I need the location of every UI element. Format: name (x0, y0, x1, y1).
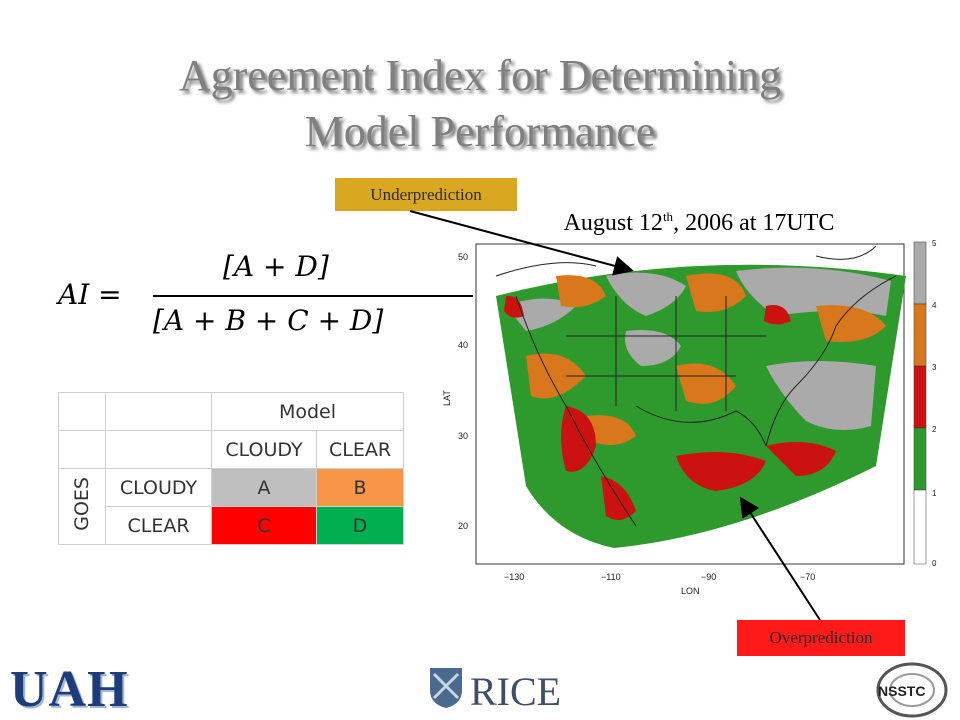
x-tick: −90 (701, 572, 716, 582)
x-tick: −70 (800, 572, 815, 582)
rice-logo: RICE (470, 669, 562, 714)
cell-b: B (316, 468, 404, 507)
formula-denominator: [A + B + C + D] (153, 304, 384, 337)
gray-region (506, 298, 576, 331)
cell-a: A (211, 468, 317, 507)
red-region (601, 476, 636, 520)
orange-region (676, 363, 736, 404)
table-row: Model (58, 392, 404, 431)
y-tick: 20 (458, 521, 468, 531)
x-tick: −130 (504, 572, 524, 582)
goes-clear-header: CLEAR (105, 506, 212, 545)
colorbar-tick: 5 (932, 239, 937, 248)
agreement-index-map: 50 40 30 20 LAT −130 −110 −90 −70 LON 5 … (442, 239, 937, 596)
colorbar-tick: 4 (932, 301, 937, 310)
colorbar-tick: 0 (932, 559, 937, 568)
goes-header: GOES (58, 468, 106, 545)
date-main: August 12 (563, 210, 663, 236)
y-tick: 50 (458, 252, 468, 262)
title-line-1: Agreement Index for Determining (178, 51, 782, 100)
overprediction-label: Overprediction (737, 620, 905, 656)
model-clear-header: CLEAR (316, 430, 404, 469)
colorbar-tick: 3 (932, 363, 937, 372)
x-ticks: −130 −110 −90 −70 (504, 572, 815, 582)
gray-region (606, 272, 686, 316)
table-row: CLOUDY CLEAR (58, 430, 404, 469)
nsstc-text: NSSTC (878, 683, 925, 699)
agreement-index-formula: AI = [A + D] [A + B + C + D] (58, 246, 473, 346)
formula-numerator: [A + D] (223, 250, 329, 283)
orange-region (586, 415, 636, 445)
red-region (766, 442, 836, 476)
formula-lhs: AI = (58, 278, 122, 311)
model-header: Model (211, 392, 404, 431)
cell-d: D (316, 506, 404, 545)
orange-region (526, 353, 586, 399)
uah-logo: UAH (10, 661, 129, 718)
x-axis-label: LON (681, 586, 700, 596)
table-row: CLEAR C D (59, 506, 404, 545)
nsstc-logo: NSSTC (876, 662, 948, 718)
cell-c: C (211, 506, 317, 545)
gray-region (625, 330, 681, 366)
rice-shield-icon (430, 668, 462, 708)
red-region (764, 305, 791, 325)
title-line-2: Model Performance (304, 107, 656, 156)
model-cloudy-header: CLOUDY (211, 430, 317, 469)
red-region (561, 406, 596, 472)
gray-region (736, 267, 891, 316)
y-axis-label: LAT (442, 390, 452, 406)
date-caption: August 12th, 2006 at 17UTC (556, 200, 842, 240)
y-tick: 30 (458, 431, 468, 441)
red-region (504, 295, 524, 318)
fraction-bar (153, 295, 473, 297)
underprediction-label: Underprediction (335, 178, 517, 211)
date-rest: , 2006 at 17UTC (673, 210, 835, 236)
x-tick: −110 (601, 572, 621, 582)
red-region (676, 452, 766, 491)
goes-label: GOES (71, 477, 93, 531)
goes-cloudy-header: CLOUDY (105, 468, 212, 507)
gray-region (766, 361, 876, 430)
slide-title: Agreement Index for Determining Model Pe… (0, 48, 960, 160)
orange-region (686, 273, 746, 312)
y-tick: 40 (458, 340, 468, 350)
y-ticks: 50 40 30 20 (458, 252, 468, 531)
orange-region (556, 275, 606, 308)
table-row: GOES CLOUDY A B (58, 468, 404, 545)
colorbar: 5 4 3 2 1 0 (913, 239, 937, 568)
colorbar-tick: 1 (932, 489, 937, 498)
date-sup: th (662, 209, 674, 224)
contingency-table: Model CLOUDY CLEAR GOES CLOUDY A B CLEAR… (58, 392, 404, 545)
colorbar-tick: 2 (932, 425, 937, 434)
